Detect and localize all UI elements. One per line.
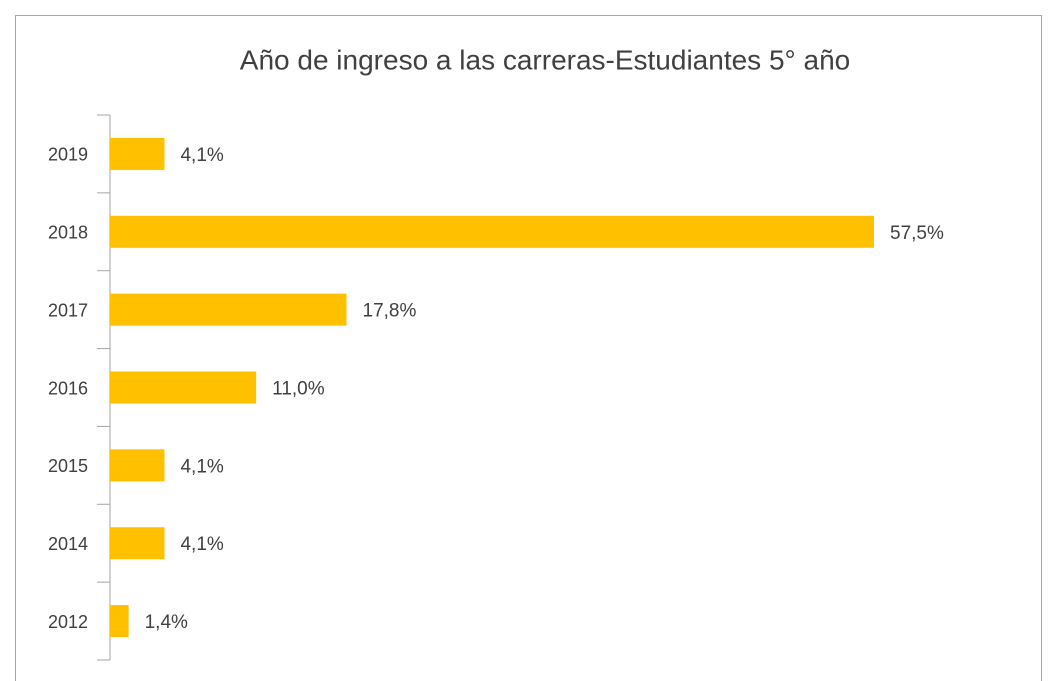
chart-title: Año de ingreso a las carreras-Estudiante… [240,44,850,75]
y-tick-label: 2012 [48,612,88,632]
data-label: 4,1% [180,145,223,166]
data-label: 11,0% [272,379,325,400]
y-tick-label: 2019 [48,145,88,165]
bar [110,137,165,170]
bar [110,605,129,638]
bar [110,215,874,248]
bar [110,527,165,560]
y-tick-label: 2015 [48,456,88,476]
data-label: 1,4% [145,612,188,633]
data-label: 17,8% [363,301,417,322]
bar [110,449,165,482]
y-tick-label: 2014 [48,534,88,554]
y-tick-label: 2018 [48,223,88,243]
data-label: 57,5% [890,223,944,244]
y-tick-label: 2016 [48,378,88,398]
bar [110,371,257,404]
data-label: 4,1% [180,456,223,477]
y-tick-label: 2017 [48,300,88,320]
chart-frame [15,15,1042,681]
data-label: 4,1% [180,534,223,555]
bar [110,293,347,326]
